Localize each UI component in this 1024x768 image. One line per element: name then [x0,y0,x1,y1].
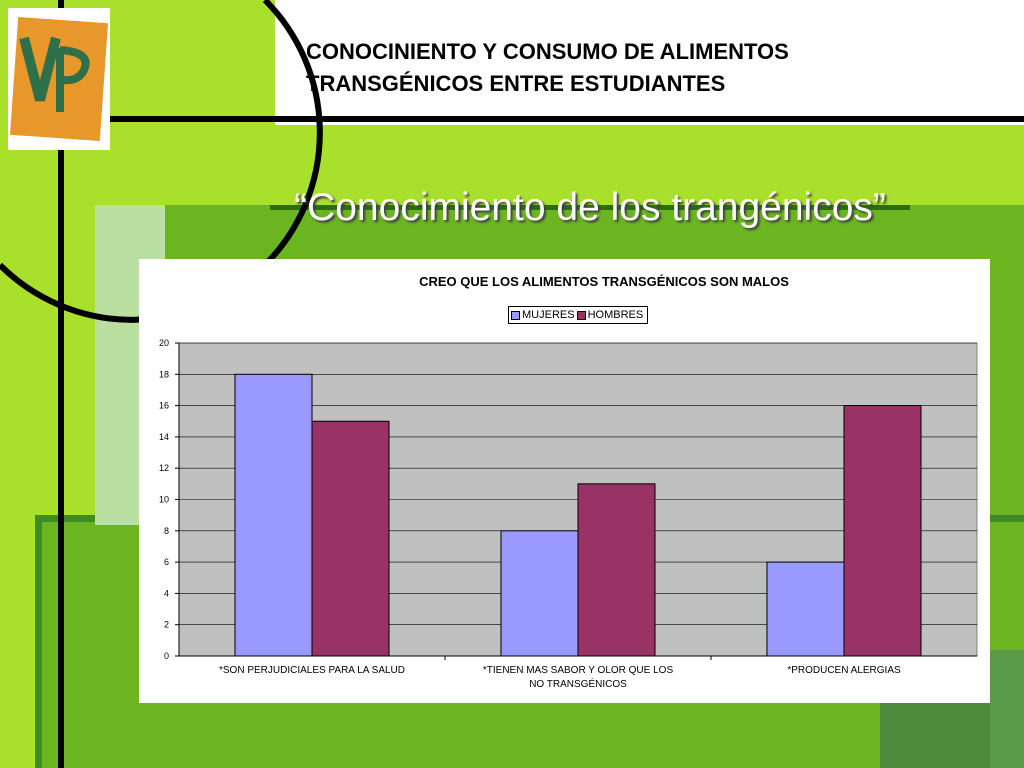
slide-title-line2: TRANSGÉNICOS ENTRE ESTUDIANTES [306,71,726,96]
x-category-label: *TIENEN MAS SABOR Y OLOR QUE LOS [483,665,674,676]
legend-swatch-mujeres [511,310,520,320]
bar-hombres [577,483,656,657]
y-tick-label: 0 [164,651,169,661]
legend-item-hombres: HOMBRES [576,309,644,321]
slide-subtitle: “Conocimiento de los trangénicos” [294,186,886,229]
bar-mujeres [766,561,845,657]
y-tick-label: 2 [164,620,169,630]
legend-swatch-hombres [576,310,586,320]
y-tick-label: 8 [164,526,169,536]
chart-container: CREO QUE LOS ALIMENTOS TRANSGÉNICOS SON … [139,259,990,703]
y-tick-label: 12 [159,463,169,473]
y-tick-label: 20 [159,338,169,348]
y-tick-label: 6 [164,557,169,567]
x-category-label: *PRODUCEN ALERGIAS [787,665,901,676]
legend-label-mujeres: MUJERES [522,309,575,321]
bar-mujeres [500,530,579,657]
y-tick-label: 18 [159,369,169,379]
bar-hombres [311,420,390,657]
y-tick-label: 14 [159,432,169,442]
x-category-label: *SON PERJUDICIALES PARA LA SALUD [219,665,405,676]
y-tick-label: 16 [159,401,169,411]
legend-item-mujeres: MUJERES [511,309,575,321]
logo-icon [9,17,109,141]
chart-plot: 0 2 4 6 8 10 12 14 16 18 20 *SON PERJUDICIALES PARA… [159,338,978,690]
chart-legend: MUJERES HOMBRES [508,306,649,324]
legend-label-hombres: HOMBRES [587,309,644,321]
bar-mujeres [234,373,313,657]
slide-title-line1: CONOCINIENTO Y CONSUMO DE ALIMENTOS [306,39,789,64]
chart-title: CREO QUE LOS ALIMENTOS TRANSGÉNICOS SON … [419,274,789,289]
bar-hombres [843,405,922,657]
y-tick-label: 4 [164,588,169,598]
x-category-label: NO TRANSGÉNICOS [529,677,627,690]
y-tick-label: 10 [159,495,169,505]
slide-title: CONOCINIENTO Y CONSUMO DE ALIMENTOS TRAN… [306,36,946,100]
